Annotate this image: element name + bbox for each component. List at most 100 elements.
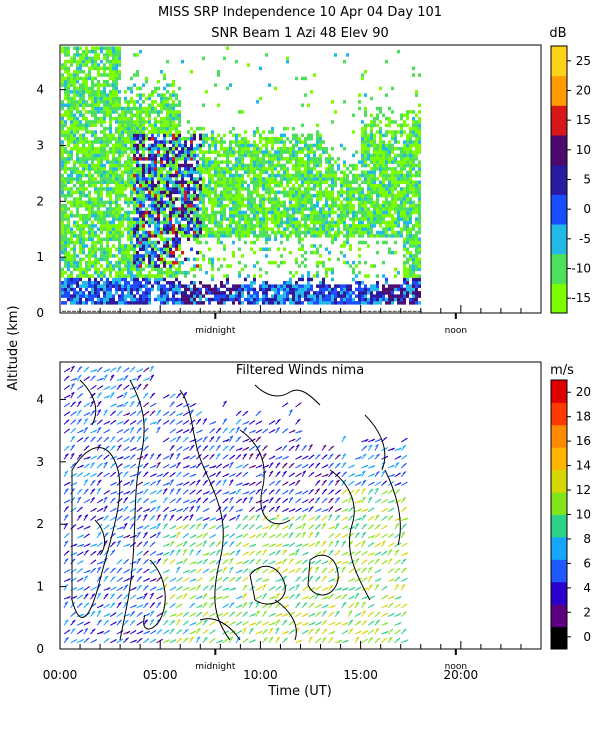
- snr-cell: [85, 120, 88, 124]
- snr-cell: [130, 277, 133, 282]
- snr-cell: [340, 250, 343, 255]
- snr-cell: [418, 217, 421, 221]
- snr-cell: [208, 217, 211, 221]
- snr-cell: [91, 183, 94, 188]
- snr-cell: [235, 220, 238, 225]
- snr-cell: [85, 63, 88, 67]
- snr-cell: [223, 207, 226, 211]
- snr-cell: [286, 224, 289, 228]
- snr-cell: [397, 173, 400, 178]
- snr-cell: [97, 157, 100, 161]
- snr-cell: [415, 190, 418, 195]
- snr-cell: [97, 116, 100, 121]
- snr-cell: [316, 193, 319, 198]
- snr-cell: [205, 187, 208, 191]
- snr-cell: [85, 297, 88, 302]
- snr-cell: [193, 177, 196, 181]
- snr-cell: [343, 180, 346, 184]
- snr-cell: [160, 110, 163, 114]
- snr-cell: [73, 170, 76, 174]
- snr-cell: [412, 237, 415, 241]
- snr-cell: [133, 147, 136, 151]
- snr-cell: [118, 180, 121, 184]
- snr-cell: [280, 190, 283, 195]
- snr-cell: [394, 220, 397, 225]
- snr-cell: [82, 291, 85, 295]
- snr-cell: [400, 173, 403, 178]
- snr-cell: [268, 260, 271, 265]
- snr-cell: [169, 204, 172, 208]
- snr-cell: [76, 66, 79, 71]
- snr-cell: [247, 170, 250, 174]
- snr-cell: [148, 167, 151, 171]
- snr-cell: [163, 120, 166, 124]
- snr-cell: [202, 153, 205, 158]
- snr-cell: [70, 187, 73, 191]
- snr-cell: [415, 240, 418, 245]
- snr-cell: [136, 100, 139, 104]
- snr-cell: [391, 173, 394, 178]
- snr-cell: [103, 301, 106, 305]
- snr-cell: [352, 291, 355, 295]
- snr-cell: [79, 287, 82, 292]
- snr-cell: [85, 271, 88, 275]
- snr-cell: [376, 301, 379, 305]
- snr-cell: [133, 267, 136, 272]
- snr-cell: [148, 294, 151, 298]
- snr-cell: [115, 86, 118, 91]
- snr-cell: [88, 197, 91, 201]
- snr-cell: [316, 291, 319, 295]
- snr-cell: [346, 207, 349, 211]
- snr-cell: [268, 247, 271, 251]
- snr-cell: [118, 284, 121, 288]
- snr-cell: [394, 250, 397, 255]
- snr-cell: [415, 126, 418, 131]
- snr-cell: [127, 120, 130, 124]
- snr-cell: [373, 167, 376, 171]
- snr-cell: [277, 150, 280, 154]
- snr-cell: [79, 59, 82, 64]
- snr-cell: [304, 147, 307, 151]
- snr-cell: [115, 264, 118, 268]
- snr-cell: [412, 153, 415, 158]
- snr-cell: [127, 86, 130, 91]
- snr-cell: [112, 230, 115, 235]
- snr-cell: [253, 227, 256, 231]
- snr-cell: [418, 200, 421, 205]
- snr-cell: [175, 190, 178, 195]
- snr-cell: [268, 200, 271, 205]
- snr-cell: [88, 281, 91, 285]
- snr-cell: [115, 210, 118, 215]
- snr-cell: [235, 230, 238, 235]
- snr-cell: [412, 143, 415, 148]
- snr-cell: [367, 143, 370, 148]
- snr-cell: [118, 210, 121, 215]
- snr-cell: [250, 163, 253, 168]
- snr-cell: [277, 153, 280, 158]
- snr-cell: [262, 153, 265, 158]
- snr-cell: [304, 170, 307, 174]
- snr-cell: [172, 173, 175, 178]
- snr-cell: [112, 70, 115, 74]
- snr-cell: [85, 153, 88, 158]
- snr-cell: [217, 70, 220, 74]
- snr-cell: [148, 234, 151, 238]
- snr-cell: [232, 217, 235, 221]
- snr-cell: [223, 197, 226, 201]
- snr-cell: [70, 157, 73, 161]
- snr-cell: [178, 207, 181, 211]
- snr-cell: [166, 170, 169, 174]
- snr-cell: [148, 240, 151, 245]
- snr-cell: [73, 264, 76, 268]
- snr-cell: [415, 204, 418, 208]
- snr-cell: [142, 177, 145, 181]
- snr-cell: [295, 167, 298, 171]
- snr-cell: [100, 264, 103, 268]
- snr-cell: [178, 244, 181, 248]
- snr-cell: [274, 150, 277, 154]
- snr-cell: [115, 227, 118, 231]
- snr-cell: [388, 157, 391, 161]
- snr-cell: [67, 73, 70, 77]
- snr-cell: [346, 173, 349, 178]
- snr-cell: [385, 133, 388, 138]
